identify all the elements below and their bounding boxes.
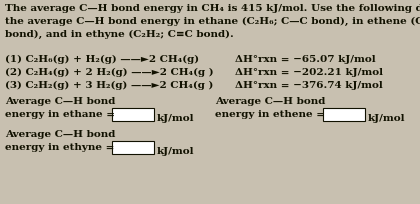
Text: (1) C₂H₆(g) + H₂(g) ——►2 CH₄(g): (1) C₂H₆(g) + H₂(g) ——►2 CH₄(g): [5, 55, 199, 64]
Text: kJ/mol: kJ/mol: [368, 114, 405, 123]
Bar: [112, 108, 154, 121]
Text: Average C—H bond: Average C—H bond: [5, 130, 116, 139]
Text: ΔH°rxn = −202.21 kJ/mol: ΔH°rxn = −202.21 kJ/mol: [235, 68, 383, 77]
Text: kJ/mol: kJ/mol: [157, 114, 194, 123]
Text: Average C—H bond: Average C—H bond: [215, 97, 326, 106]
Text: kJ/mol: kJ/mol: [157, 147, 194, 156]
Text: The average C—H bond energy in CH₄ is 415 kJ/mol. Use the following data to calc: The average C—H bond energy in CH₄ is 41…: [5, 4, 420, 13]
Bar: [112, 141, 154, 154]
Text: energy in ethyne =: energy in ethyne =: [5, 143, 114, 152]
Text: energy in ethene =: energy in ethene =: [215, 110, 325, 119]
Text: bond), and in ethyne (C₂H₂; C≡C bond).: bond), and in ethyne (C₂H₂; C≡C bond).: [5, 30, 234, 39]
Text: (3) C₂H₂(g) + 3 H₂(g) ——►2 CH₄(g ): (3) C₂H₂(g) + 3 H₂(g) ——►2 CH₄(g ): [5, 81, 213, 90]
Text: the average C—H bond energy in ethane (C₂H₆; C—C bond), in ethene (C₂H₄; C═C: the average C—H bond energy in ethane (C…: [5, 17, 420, 26]
Text: ΔH°rxn = −376.74 kJ/mol: ΔH°rxn = −376.74 kJ/mol: [235, 81, 383, 90]
Text: energy in ethane =: energy in ethane =: [5, 110, 115, 119]
Text: ΔH°rxn = −65.07 kJ/mol: ΔH°rxn = −65.07 kJ/mol: [235, 55, 375, 64]
Text: (2) C₂H₄(g) + 2 H₂(g) ——►2 CH₄(g ): (2) C₂H₄(g) + 2 H₂(g) ——►2 CH₄(g ): [5, 68, 214, 77]
Text: Average C—H bond: Average C—H bond: [5, 97, 116, 106]
Bar: [323, 108, 365, 121]
